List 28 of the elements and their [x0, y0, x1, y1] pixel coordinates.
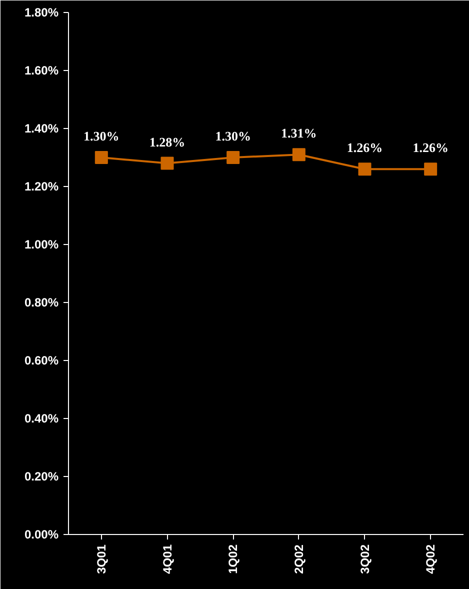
text: 1.30%: [84, 128, 120, 144]
y-tick-label: 0.80%: [24, 296, 59, 310]
y-tick-label: 1.20%: [24, 180, 59, 194]
point: [292, 148, 306, 162]
x-tick-label: 1Q02: [226, 544, 240, 574]
text: 1.28%: [149, 134, 186, 150]
text: 1.26%: [346, 140, 383, 156]
y-tick-label: 0.00%: [24, 528, 59, 542]
x-tick-label: 4Q02: [424, 544, 438, 574]
point: [94, 151, 108, 164]
text: 1.26%: [412, 140, 448, 156]
point: [424, 162, 438, 176]
y-tick-label: 1.80%: [24, 6, 59, 20]
y-tick-label: 1.40%: [24, 122, 59, 136]
y-tick-label: 1.60%: [24, 64, 59, 78]
x-tick-label: 4Q01: [160, 544, 174, 574]
text: 1.31%: [281, 126, 317, 141]
y-tick-label: 0.40%: [24, 412, 59, 426]
x-tick-label: 3Q01: [94, 544, 108, 574]
text: 1.30%: [215, 128, 251, 144]
point: [160, 156, 174, 170]
x-tick-label: 3Q02: [358, 544, 372, 574]
point: [226, 151, 240, 164]
y-tick-label: 0.60%: [24, 354, 59, 368]
point: [358, 162, 372, 176]
x-tick-label: 2Q02: [292, 544, 306, 574]
y-tick-label: 0.20%: [24, 470, 59, 484]
y-tick-label: 1.00%: [24, 238, 59, 252]
